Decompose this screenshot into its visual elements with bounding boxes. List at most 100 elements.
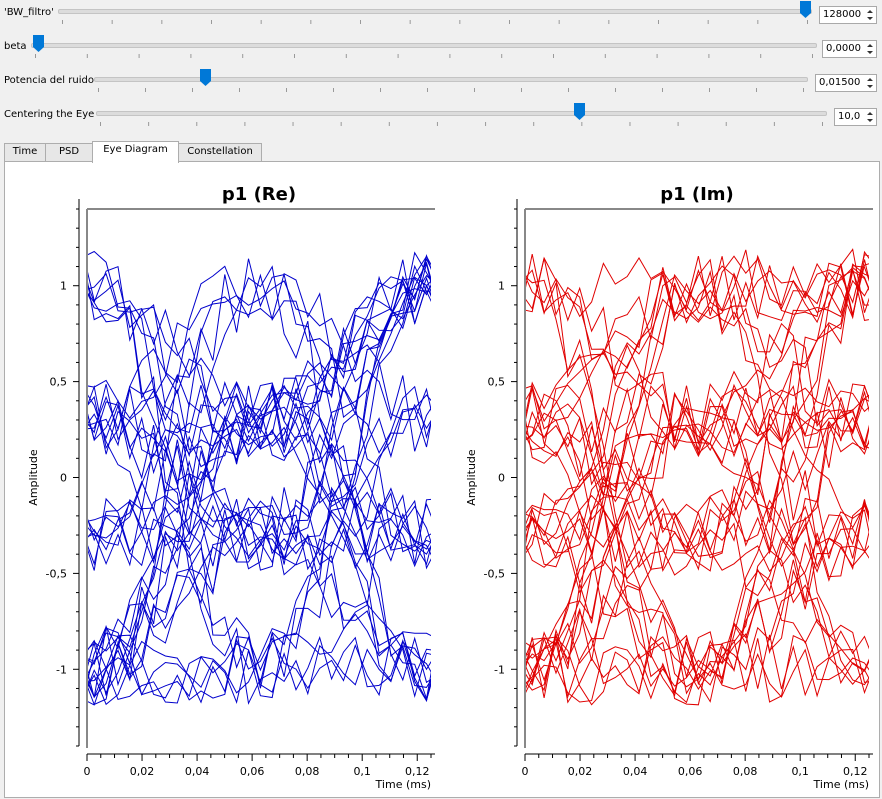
eye-trace	[525, 424, 869, 685]
slider-track[interactable]	[94, 77, 808, 82]
x-axis-label: Time (ms)	[813, 778, 869, 791]
eye-trace	[525, 265, 869, 684]
eye-trace	[525, 388, 869, 685]
eye-trace	[87, 405, 431, 701]
value-spinbox[interactable]: 0,01500	[815, 74, 877, 92]
slider-track[interactable]	[58, 9, 812, 14]
slider-handle[interactable]	[200, 69, 211, 86]
eye-trace	[525, 266, 869, 573]
slider-handle[interactable]	[800, 1, 811, 18]
y-tick-label: -0,5	[484, 567, 505, 580]
slider-label: beta	[4, 41, 27, 52]
eye-trace	[525, 416, 869, 554]
eye-trace	[525, 256, 869, 454]
eye-trace	[87, 499, 431, 567]
eye-trace	[525, 279, 869, 659]
x-tick-label: 0,06	[678, 765, 703, 778]
eye-trace	[87, 497, 431, 571]
eye-trace	[87, 272, 431, 564]
eye-trace	[87, 384, 431, 457]
y-tick-label: 1	[60, 280, 67, 293]
eye-trace	[525, 270, 869, 686]
eye-trace	[87, 291, 431, 561]
slider-track[interactable]	[96, 111, 827, 116]
y-axis-label: Amplitude	[465, 449, 478, 506]
eye-trace	[525, 258, 869, 529]
slider-handle[interactable]	[33, 35, 44, 52]
spin-arrows-icon[interactable]	[865, 8, 875, 22]
y-tick-label: 0,5	[50, 376, 68, 389]
tab-eye-diagram[interactable]: Eye Diagram	[92, 141, 179, 163]
x-tick-label: 0,1	[791, 765, 809, 778]
chart-title: p1 (Re)	[222, 184, 296, 205]
eye-trace	[87, 401, 431, 558]
x-tick-label: 0,12	[843, 765, 868, 778]
value-spinbox[interactable]: 10,0	[834, 108, 877, 126]
slider-track[interactable]	[31, 43, 817, 48]
eye-trace	[525, 384, 869, 683]
eye-trace	[87, 518, 431, 704]
slider-row-potencia: Potencia del ruido 0,01500	[0, 68, 882, 102]
spin-arrows-icon[interactable]	[865, 110, 875, 124]
spin-arrows-icon[interactable]	[865, 42, 875, 56]
spin-arrows-icon[interactable]	[865, 76, 875, 90]
eye-trace	[87, 264, 431, 539]
slider-row-centering: Centering the Eye 10,0	[0, 102, 882, 136]
eye-trace	[87, 381, 431, 699]
y-tick-label: 1	[498, 280, 505, 293]
slider-label: Potencia del ruido	[4, 75, 94, 86]
eye-trace	[87, 511, 431, 706]
eye-trace	[525, 274, 869, 659]
chart-title: p1 (Im)	[660, 184, 734, 205]
eye-trace	[87, 291, 431, 702]
eye-trace	[525, 265, 869, 684]
spinbox-value: 10,0	[838, 111, 861, 122]
eye-trace	[87, 265, 431, 684]
eye-trace	[87, 259, 431, 698]
value-spinbox[interactable]: 128000	[819, 6, 877, 24]
x-tick-label: 0	[522, 765, 529, 778]
x-tick-label: 0,08	[295, 765, 320, 778]
eye-trace	[87, 393, 431, 705]
eye-trace	[525, 383, 869, 542]
eye-trace	[525, 397, 869, 675]
x-tick-label: 0,04	[185, 765, 210, 778]
x-tick-label: 0,02	[130, 765, 155, 778]
eye-trace	[87, 399, 431, 657]
eye-trace	[525, 537, 869, 704]
eye-trace	[87, 277, 431, 706]
x-axis-label: Time (ms)	[375, 778, 431, 791]
eye-trace	[525, 504, 869, 706]
eye-trace	[87, 273, 431, 552]
slider-label: 'BW_filtro'	[4, 7, 54, 18]
slider-handle[interactable]	[574, 103, 585, 120]
y-axis-label: Amplitude	[27, 449, 40, 506]
eye-trace	[525, 385, 869, 697]
eye-trace	[87, 276, 431, 704]
eye-trace	[87, 276, 431, 551]
eye-trace	[87, 250, 431, 536]
slider-label: Centering the Eye	[4, 109, 95, 120]
value-spinbox[interactable]: 0,0000	[822, 40, 877, 58]
tab-time[interactable]: Time	[4, 143, 46, 161]
y-tick-label: -1	[494, 663, 505, 676]
tab-psd[interactable]: PSD	[45, 143, 93, 161]
eye-trace	[525, 263, 869, 692]
eye-trace	[87, 632, 431, 701]
slider-ticks	[100, 122, 823, 126]
x-tick-label: 0,04	[623, 765, 648, 778]
slider-ticks	[62, 20, 808, 24]
spinbox-value: 128000	[823, 9, 862, 20]
eye-trace	[87, 384, 431, 556]
x-tick-label: 0,02	[568, 765, 593, 778]
y-tick-label: 0	[60, 472, 67, 485]
eye-trace	[87, 265, 431, 452]
eye-trace	[87, 261, 431, 434]
y-tick-label: -1	[56, 663, 67, 676]
eye-trace	[525, 270, 869, 559]
eye-trace	[525, 522, 869, 672]
x-tick-label: 0	[84, 765, 91, 778]
x-tick-label: 0,12	[405, 765, 430, 778]
tab-constellation[interactable]: Constellation	[178, 143, 262, 161]
eye-trace	[525, 254, 869, 442]
